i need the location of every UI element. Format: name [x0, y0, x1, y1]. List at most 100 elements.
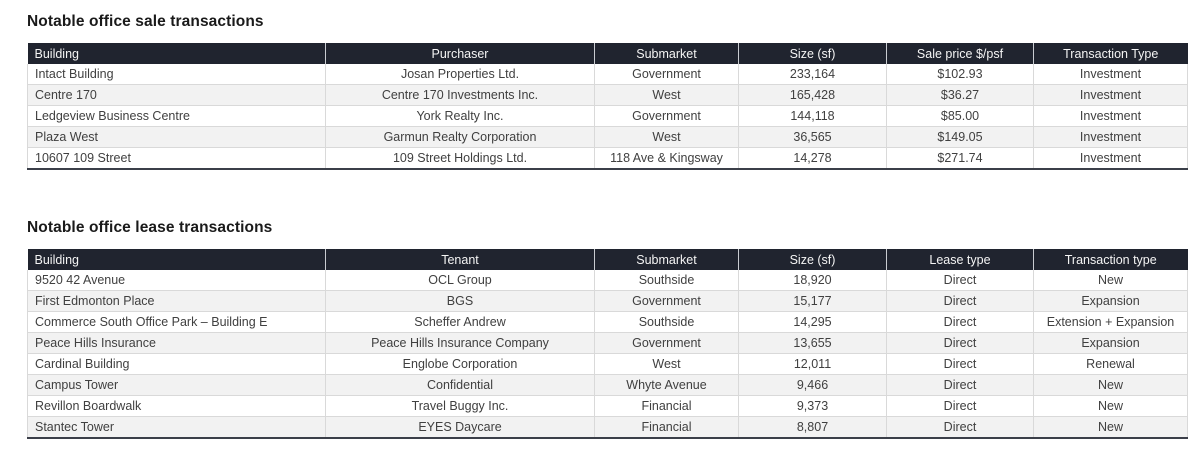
column-header: Tenant: [325, 249, 595, 270]
table-row: 9520 42 Avenue OCL Group Southside 18,920 Di…: [27, 270, 1188, 291]
table-cell: Whyte Avenue: [594, 374, 739, 396]
table-cell: 12,011: [738, 353, 887, 375]
table-cell: Government: [594, 290, 739, 312]
table-cell: 14,278: [738, 147, 887, 170]
table-cell: 8,807: [738, 416, 887, 439]
table-cell: 233,164: [738, 64, 887, 85]
table-cell: Confidential: [325, 374, 595, 396]
column-header: Purchaser: [325, 43, 595, 64]
table-cell: 36,565: [738, 126, 887, 148]
table-cell: 10607 109 Street: [27, 147, 326, 170]
table-row: Peace Hills Insurance Peace Hills Insuran…: [27, 332, 1188, 354]
table-row: First Edmonton Place BGS Government 15,177 D…: [27, 290, 1188, 312]
table-cell: 15,177: [738, 290, 887, 312]
table-cell: Direct: [886, 311, 1034, 333]
table-cell: BGS: [325, 290, 595, 312]
table-cell: Scheffer Andrew: [325, 311, 595, 333]
column-header: Building: [27, 249, 326, 270]
column-header: Lease type: [886, 249, 1034, 270]
table-cell: Peace Hills Insurance Company: [325, 332, 595, 354]
table-cell: Investment: [1033, 105, 1188, 127]
table-cell: 9,466: [738, 374, 887, 396]
table-cell: Investment: [1033, 147, 1188, 170]
table-cell: $85.00: [886, 105, 1034, 127]
table-cell: Centre 170 Investments Inc.: [325, 84, 595, 106]
table-cell: New: [1033, 416, 1188, 439]
table-cell: Intact Building: [27, 64, 326, 85]
table-cell: New: [1033, 374, 1188, 396]
table-cell: 9,373: [738, 395, 887, 417]
table-cell: York Realty Inc.: [325, 105, 595, 127]
table-cell: $102.93: [886, 64, 1034, 85]
column-header: Submarket: [594, 43, 739, 64]
table-row: Centre 170 Centre 170 Investments Inc. Wes…: [27, 84, 1188, 106]
table-row: Ledgeview Business Centre York Realty Inc…: [27, 105, 1188, 127]
header-row: Building Purchaser Submarket Size (sf) Sale …: [27, 43, 1188, 64]
table-cell: New: [1033, 270, 1188, 291]
table-cell: West: [594, 84, 739, 106]
table-cell: Direct: [886, 374, 1034, 396]
table-row: Campus Tower Confidential Whyte Avenue 9,46…: [27, 374, 1188, 396]
table-cell: Government: [594, 105, 739, 127]
table-cell: New: [1033, 395, 1188, 417]
table-cell: Garmun Realty Corporation: [325, 126, 595, 148]
table-cell: Direct: [886, 416, 1034, 439]
table-cell: $36.27: [886, 84, 1034, 106]
table-row: Plaza West Garmun Realty Corporation West 3…: [27, 126, 1188, 148]
table-cell: Direct: [886, 290, 1034, 312]
column-header: Building: [27, 43, 326, 64]
table-cell: Direct: [886, 395, 1034, 417]
table-cell: 9520 42 Avenue: [27, 270, 326, 291]
table-row: 10607 109 Street 109 Street Holdings Ltd.…: [27, 147, 1188, 170]
column-header: Size (sf): [738, 249, 887, 270]
table-cell: Direct: [886, 353, 1034, 375]
table-cell: Expansion: [1033, 332, 1188, 354]
table-cell: 109 Street Holdings Ltd.: [325, 147, 595, 170]
table-cell: Renewal: [1033, 353, 1188, 375]
column-header: Sale price $/psf: [886, 43, 1034, 64]
table-cell: Plaza West: [27, 126, 326, 148]
table-cell: Direct: [886, 270, 1034, 291]
table-cell: Government: [594, 332, 739, 354]
table-cell: 13,655: [738, 332, 887, 354]
table-cell: Direct: [886, 332, 1034, 354]
column-header: Size (sf): [738, 43, 887, 64]
table-cell: Revillon Boardwalk: [27, 395, 326, 417]
header-row: Building Tenant Submarket Size (sf) Lease ty…: [27, 249, 1188, 270]
report-page: Notable office sale transactions Buildin…: [27, 13, 1188, 439]
column-header: Submarket: [594, 249, 739, 270]
table-row: Intact Building Josan Properties Ltd. Gove…: [27, 64, 1188, 85]
table-cell: Government: [594, 64, 739, 85]
table-cell: $149.05: [886, 126, 1034, 148]
table-cell: Travel Buggy Inc.: [325, 395, 595, 417]
table-cell: First Edmonton Place: [27, 290, 326, 312]
table-cell: Stantec Tower: [27, 416, 326, 439]
table-row: Cardinal Building Englobe Corporation West…: [27, 353, 1188, 375]
table-row: Revillon Boardwalk Travel Buggy Inc. Finan…: [27, 395, 1188, 417]
table-cell: Extension + Expansion: [1033, 311, 1188, 333]
table-cell: Investment: [1033, 84, 1188, 106]
table-cell: Campus Tower: [27, 374, 326, 396]
table-cell: Financial: [594, 395, 739, 417]
table-cell: Investment: [1033, 126, 1188, 148]
table-cell: EYES Daycare: [325, 416, 595, 439]
table-cell: Southside: [594, 270, 739, 291]
table-cell: 18,920: [738, 270, 887, 291]
table-cell: West: [594, 353, 739, 375]
table-cell: Expansion: [1033, 290, 1188, 312]
sale-transactions-title: Notable office sale transactions: [27, 13, 264, 30]
table-cell: Centre 170: [27, 84, 326, 106]
table-cell: Cardinal Building: [27, 353, 326, 375]
table-cell: Financial: [594, 416, 739, 439]
table-cell: 165,428: [738, 84, 887, 106]
lease-transactions-title: Notable office lease transactions: [27, 219, 273, 236]
table-cell: $271.74: [886, 147, 1034, 170]
table-cell: Commerce South Office Park – Building E: [27, 311, 326, 333]
table-cell: 144,118: [738, 105, 887, 127]
table-cell: Investment: [1033, 64, 1188, 85]
sale-transactions-table: Building Purchaser Submarket Size (sf) Sale …: [27, 43, 1188, 170]
table-row: Stantec Tower EYES Daycare Financial 8,807 D…: [27, 416, 1188, 439]
table-cell: Peace Hills Insurance: [27, 332, 326, 354]
table-cell: 14,295: [738, 311, 887, 333]
